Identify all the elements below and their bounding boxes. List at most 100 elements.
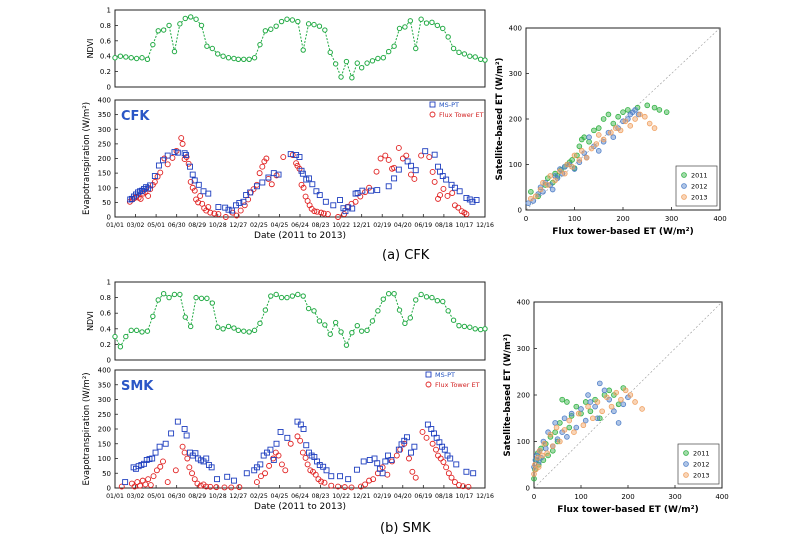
cfk_scatter-point-2011 bbox=[651, 104, 658, 111]
cfk_et-mspt-point bbox=[164, 152, 171, 159]
cfk_et-mspt-point bbox=[247, 189, 254, 196]
cfk_et-xtick-label: 12/16 bbox=[476, 222, 494, 229]
smk_ndvi-point bbox=[477, 326, 484, 333]
smk_et-flux-point bbox=[304, 461, 311, 468]
smk_et-ylabel: Evapotranspiration (W/m²) bbox=[82, 372, 92, 485]
smk_scatter-point-2013 bbox=[613, 389, 620, 396]
cfk_et-xtick-label: 08/23 bbox=[312, 222, 330, 229]
smk_et-mspt-point bbox=[320, 463, 327, 470]
smk_et-flux-point bbox=[142, 481, 149, 488]
cfk_scatter-point-2011 bbox=[663, 109, 670, 115]
cfk_ndvi-point bbox=[251, 55, 258, 61]
smk_scatter-point-2013 bbox=[604, 394, 610, 401]
smk_ndvi-ytick-label: 0 bbox=[107, 357, 111, 365]
cfk_scatter-point-2013 bbox=[617, 127, 624, 134]
cfk_et-mspt-point bbox=[345, 204, 352, 211]
cfk_et-ytick-label: 300 bbox=[98, 126, 111, 134]
smk_et-xtick-label: 12/21 bbox=[353, 493, 371, 500]
smk_ndvi-point bbox=[364, 327, 370, 334]
smk_et-legend-mspt-marker bbox=[425, 371, 432, 378]
caption-b: (b) SMK bbox=[380, 521, 431, 536]
smk_scatter-point-2013 bbox=[534, 454, 541, 461]
cfk_ndvi-point bbox=[407, 18, 414, 24]
smk_scatter-legend-marker-2012 bbox=[683, 461, 689, 467]
smk_ndvi-point bbox=[251, 327, 258, 334]
smk_scatter-point-2013 bbox=[585, 403, 591, 410]
cfk_ndvi-point bbox=[150, 41, 156, 48]
smk_et-flux-point bbox=[137, 482, 143, 489]
cfk_ndvi-point bbox=[128, 55, 134, 61]
cfk_et-mspt-point bbox=[435, 163, 441, 170]
cfk_scatter-point-2013 bbox=[528, 195, 534, 202]
cfk_et-mspt-point bbox=[408, 162, 414, 169]
cfk_ndvi-point bbox=[112, 55, 118, 61]
cfk_scatter-point-2011 bbox=[605, 111, 612, 118]
smk_ndvi-line bbox=[114, 293, 486, 348]
cfk_scatter-xtick-label: 300 bbox=[665, 215, 678, 223]
cfk_et-flux-point bbox=[440, 185, 447, 192]
smk_scatter-point-2012 bbox=[573, 424, 580, 431]
cfk_scatter-point-2011 bbox=[528, 189, 534, 195]
cfk_et-mspt-point bbox=[439, 173, 446, 180]
cfk_ndvi-point bbox=[380, 55, 386, 61]
smk_et-flux-point bbox=[465, 483, 472, 490]
smk_et-ytick-label: 100 bbox=[98, 455, 111, 463]
cfk_scatter-point-2013 bbox=[578, 148, 585, 154]
smk_et-flux-point bbox=[406, 455, 412, 462]
cfk_et-flux-point bbox=[207, 209, 214, 216]
cfk_et-flux-point bbox=[233, 212, 240, 219]
cfk_et-mspt-point bbox=[160, 157, 166, 164]
smk_et-mspt-point bbox=[360, 458, 367, 465]
smk_et-flux-point bbox=[189, 470, 195, 477]
cfk_et-flux-point bbox=[259, 163, 266, 170]
cfk_et-xtick-label: 02/25 bbox=[250, 222, 268, 229]
cfk_et-legend-mspt-marker bbox=[429, 101, 436, 108]
cfk_et-mspt-point bbox=[132, 191, 139, 198]
smk_scatter-point-2012 bbox=[582, 417, 589, 424]
smk_scatter-point-2012 bbox=[611, 408, 617, 415]
cfk_et-mspt-point bbox=[141, 185, 148, 192]
cfk_et-flux-point bbox=[335, 214, 341, 220]
cfk_et-mspt-point bbox=[174, 149, 181, 156]
cfk_scatter-point-2013 bbox=[552, 177, 558, 184]
smk_ndvi-point bbox=[128, 327, 134, 334]
cfk_ndvi-ytick-label: 0.8 bbox=[100, 22, 111, 30]
smk_et-mspt-point bbox=[453, 461, 460, 468]
smk_et-xlabel: Date (2011 to 2013) bbox=[254, 502, 346, 512]
smk_et-mspt-point bbox=[303, 442, 310, 449]
cfk_ndvi-point bbox=[461, 51, 468, 57]
smk_et-flux-point bbox=[335, 483, 341, 490]
cfk_et-flux-point bbox=[222, 214, 229, 220]
smk_scatter-point-2012 bbox=[561, 415, 568, 422]
cfk_ndvi-point bbox=[349, 75, 355, 81]
cfk_scatter-point-2011 bbox=[600, 116, 607, 122]
cfk_scatter-point-2012 bbox=[549, 186, 556, 193]
cfk_et-flux-point bbox=[183, 154, 190, 160]
cfk_et-xtick-label: 04/20 bbox=[394, 222, 412, 229]
smk_et-mspt-point bbox=[230, 477, 237, 484]
cfk_scatter-point-2012 bbox=[525, 200, 532, 206]
smk_et-flux-point bbox=[145, 476, 152, 483]
cfk_et-xtick-label: 10/17 bbox=[456, 222, 474, 229]
cfk_et-mspt-point bbox=[443, 176, 450, 183]
smk_ndvi-point bbox=[461, 323, 468, 330]
cfk_et-mspt-point bbox=[189, 171, 196, 178]
smk_et-flux-point bbox=[131, 483, 138, 490]
smk_scatter-point-2013 bbox=[580, 422, 587, 429]
smk_et-xtick-label: 02/25 bbox=[250, 493, 268, 500]
cfk_et-xtick-label: 10/28 bbox=[209, 222, 227, 229]
cfk_scatter-xtick-label: 200 bbox=[616, 215, 629, 223]
smk_et-flux-point bbox=[456, 482, 462, 488]
smk_et-flux-point bbox=[443, 464, 450, 471]
cfk_ndvi-point bbox=[402, 24, 408, 30]
cfk_et-mspt-point bbox=[222, 204, 229, 211]
smk_et-flux-point bbox=[437, 455, 444, 462]
smk_et-flux-point bbox=[179, 443, 186, 450]
smk_scatter-legend-label-2013: 2013 bbox=[693, 472, 710, 480]
smk_et-mspt-point bbox=[174, 418, 181, 425]
smk_et-flux-point bbox=[278, 461, 285, 468]
smk_et-flux-point bbox=[181, 449, 188, 456]
cfk_et-legend-mspt: MS-PT bbox=[439, 101, 459, 109]
smk_ndvi-point bbox=[482, 326, 488, 332]
smk_et-flux-point bbox=[203, 483, 210, 490]
